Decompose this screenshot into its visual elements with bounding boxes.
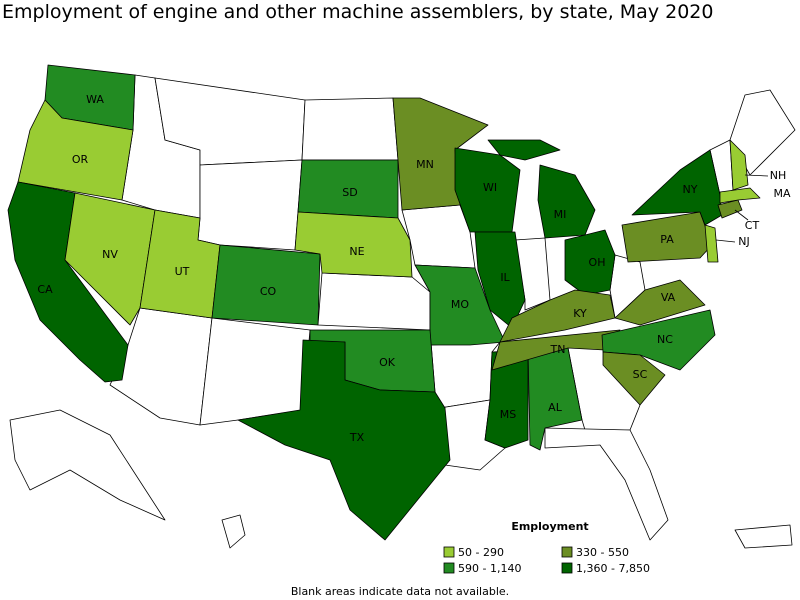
state-shape (301, 97, 399, 161)
leader-line (734, 209, 749, 221)
state: MI (487, 139, 596, 239)
legend-label: 50 - 290 (458, 546, 504, 559)
state-shape (602, 351, 666, 406)
state-label: MS (500, 408, 516, 421)
legend-swatch (561, 546, 573, 558)
state-shape (564, 229, 616, 296)
legend-swatch (443, 562, 455, 574)
state: CT (717, 199, 760, 232)
state-label: SC (633, 368, 648, 381)
legend: Employment 50 - 290 330 - 550 590 - 1,140 1… (443, 520, 650, 575)
state-shape (317, 272, 431, 331)
state: MN (392, 97, 489, 211)
state-label: MI (554, 208, 567, 221)
state-label: CA (37, 283, 53, 296)
state: NE (294, 211, 413, 278)
state-label: SD (342, 186, 357, 199)
state: TN (491, 329, 621, 371)
state-label: PA (660, 233, 674, 246)
state-label: TN (550, 343, 566, 356)
state: SD (297, 159, 399, 219)
state-label: KY (573, 307, 587, 320)
state-shape (537, 164, 596, 239)
state-shape (491, 329, 621, 371)
state: KY (499, 289, 616, 343)
state: SC (602, 351, 666, 406)
state-shape (109, 307, 213, 426)
state-label: MN (416, 158, 434, 171)
state-shape (294, 211, 413, 278)
state-shape (197, 159, 303, 251)
leader-line (744, 174, 769, 177)
state-label: OH (589, 256, 606, 269)
state-shape (704, 224, 719, 263)
state-label: AL (548, 401, 563, 414)
state: NY (631, 149, 723, 226)
state-label: NE (349, 245, 364, 258)
state-shape (717, 199, 743, 219)
state-shape (211, 244, 321, 326)
state-label: NV (102, 248, 118, 261)
state: TX (237, 339, 451, 541)
legend-label: 1,360 - 7,850 (576, 562, 650, 575)
state-shape (734, 524, 793, 549)
state-label: MA (773, 187, 790, 200)
state-label: NH (770, 169, 787, 182)
legend-items: 50 - 290 330 - 550 590 - 1,140 1,360 - 7,85… (443, 546, 650, 575)
leader-line (715, 239, 736, 243)
blank-states (9, 74, 796, 549)
state-shape (414, 264, 506, 346)
state-label: OR (72, 153, 89, 166)
state-shape (221, 514, 246, 549)
title: Employment of engine and other machine a… (2, 1, 713, 23)
state-shape (9, 409, 166, 521)
state-shape (64, 192, 156, 326)
state-label: WA (86, 93, 104, 106)
state-label: CO (260, 285, 277, 298)
legend-label: 590 - 1,140 (458, 562, 521, 575)
state-shape (729, 139, 749, 191)
state-label: MO (451, 298, 469, 311)
state-label: OK (379, 356, 396, 369)
state-label: NC (657, 333, 673, 346)
state: MA (719, 187, 791, 204)
state-shape (237, 339, 451, 541)
state: WA (44, 64, 136, 131)
state-shape (614, 279, 706, 326)
state-shape (199, 317, 311, 426)
state-label: IL (500, 271, 510, 284)
state-label: WI (483, 181, 497, 194)
state: NJ (704, 224, 750, 263)
state-shape (499, 289, 616, 343)
state: CO (211, 244, 321, 326)
state: MO (414, 264, 506, 346)
state-shape (719, 187, 761, 204)
state-shape (487, 139, 561, 161)
state: OR (17, 99, 134, 201)
state: VA (614, 279, 706, 326)
state-shape (621, 211, 713, 263)
legend-title: Employment (511, 520, 588, 533)
state: OH (564, 229, 616, 296)
state-label: CT (745, 219, 760, 232)
state-shape (544, 427, 669, 541)
state-shape (17, 99, 134, 201)
states: WA OR CA NV UT CO SD NE MN WI IL MI OH M… (7, 64, 791, 541)
legend-swatch (443, 546, 455, 558)
state: NV (64, 192, 156, 326)
state: PA (621, 211, 713, 263)
legend-swatch (561, 562, 573, 574)
legend-label: 330 - 550 (576, 546, 629, 559)
state-label: NY (683, 183, 698, 196)
state: NH (729, 139, 787, 191)
state-label: NJ (738, 235, 749, 248)
state-label: VA (661, 291, 676, 304)
state-label: UT (175, 265, 190, 278)
state-label: TX (349, 431, 365, 444)
state-shape (631, 149, 723, 226)
footnote: Blank areas indicate data not available. (291, 585, 509, 598)
